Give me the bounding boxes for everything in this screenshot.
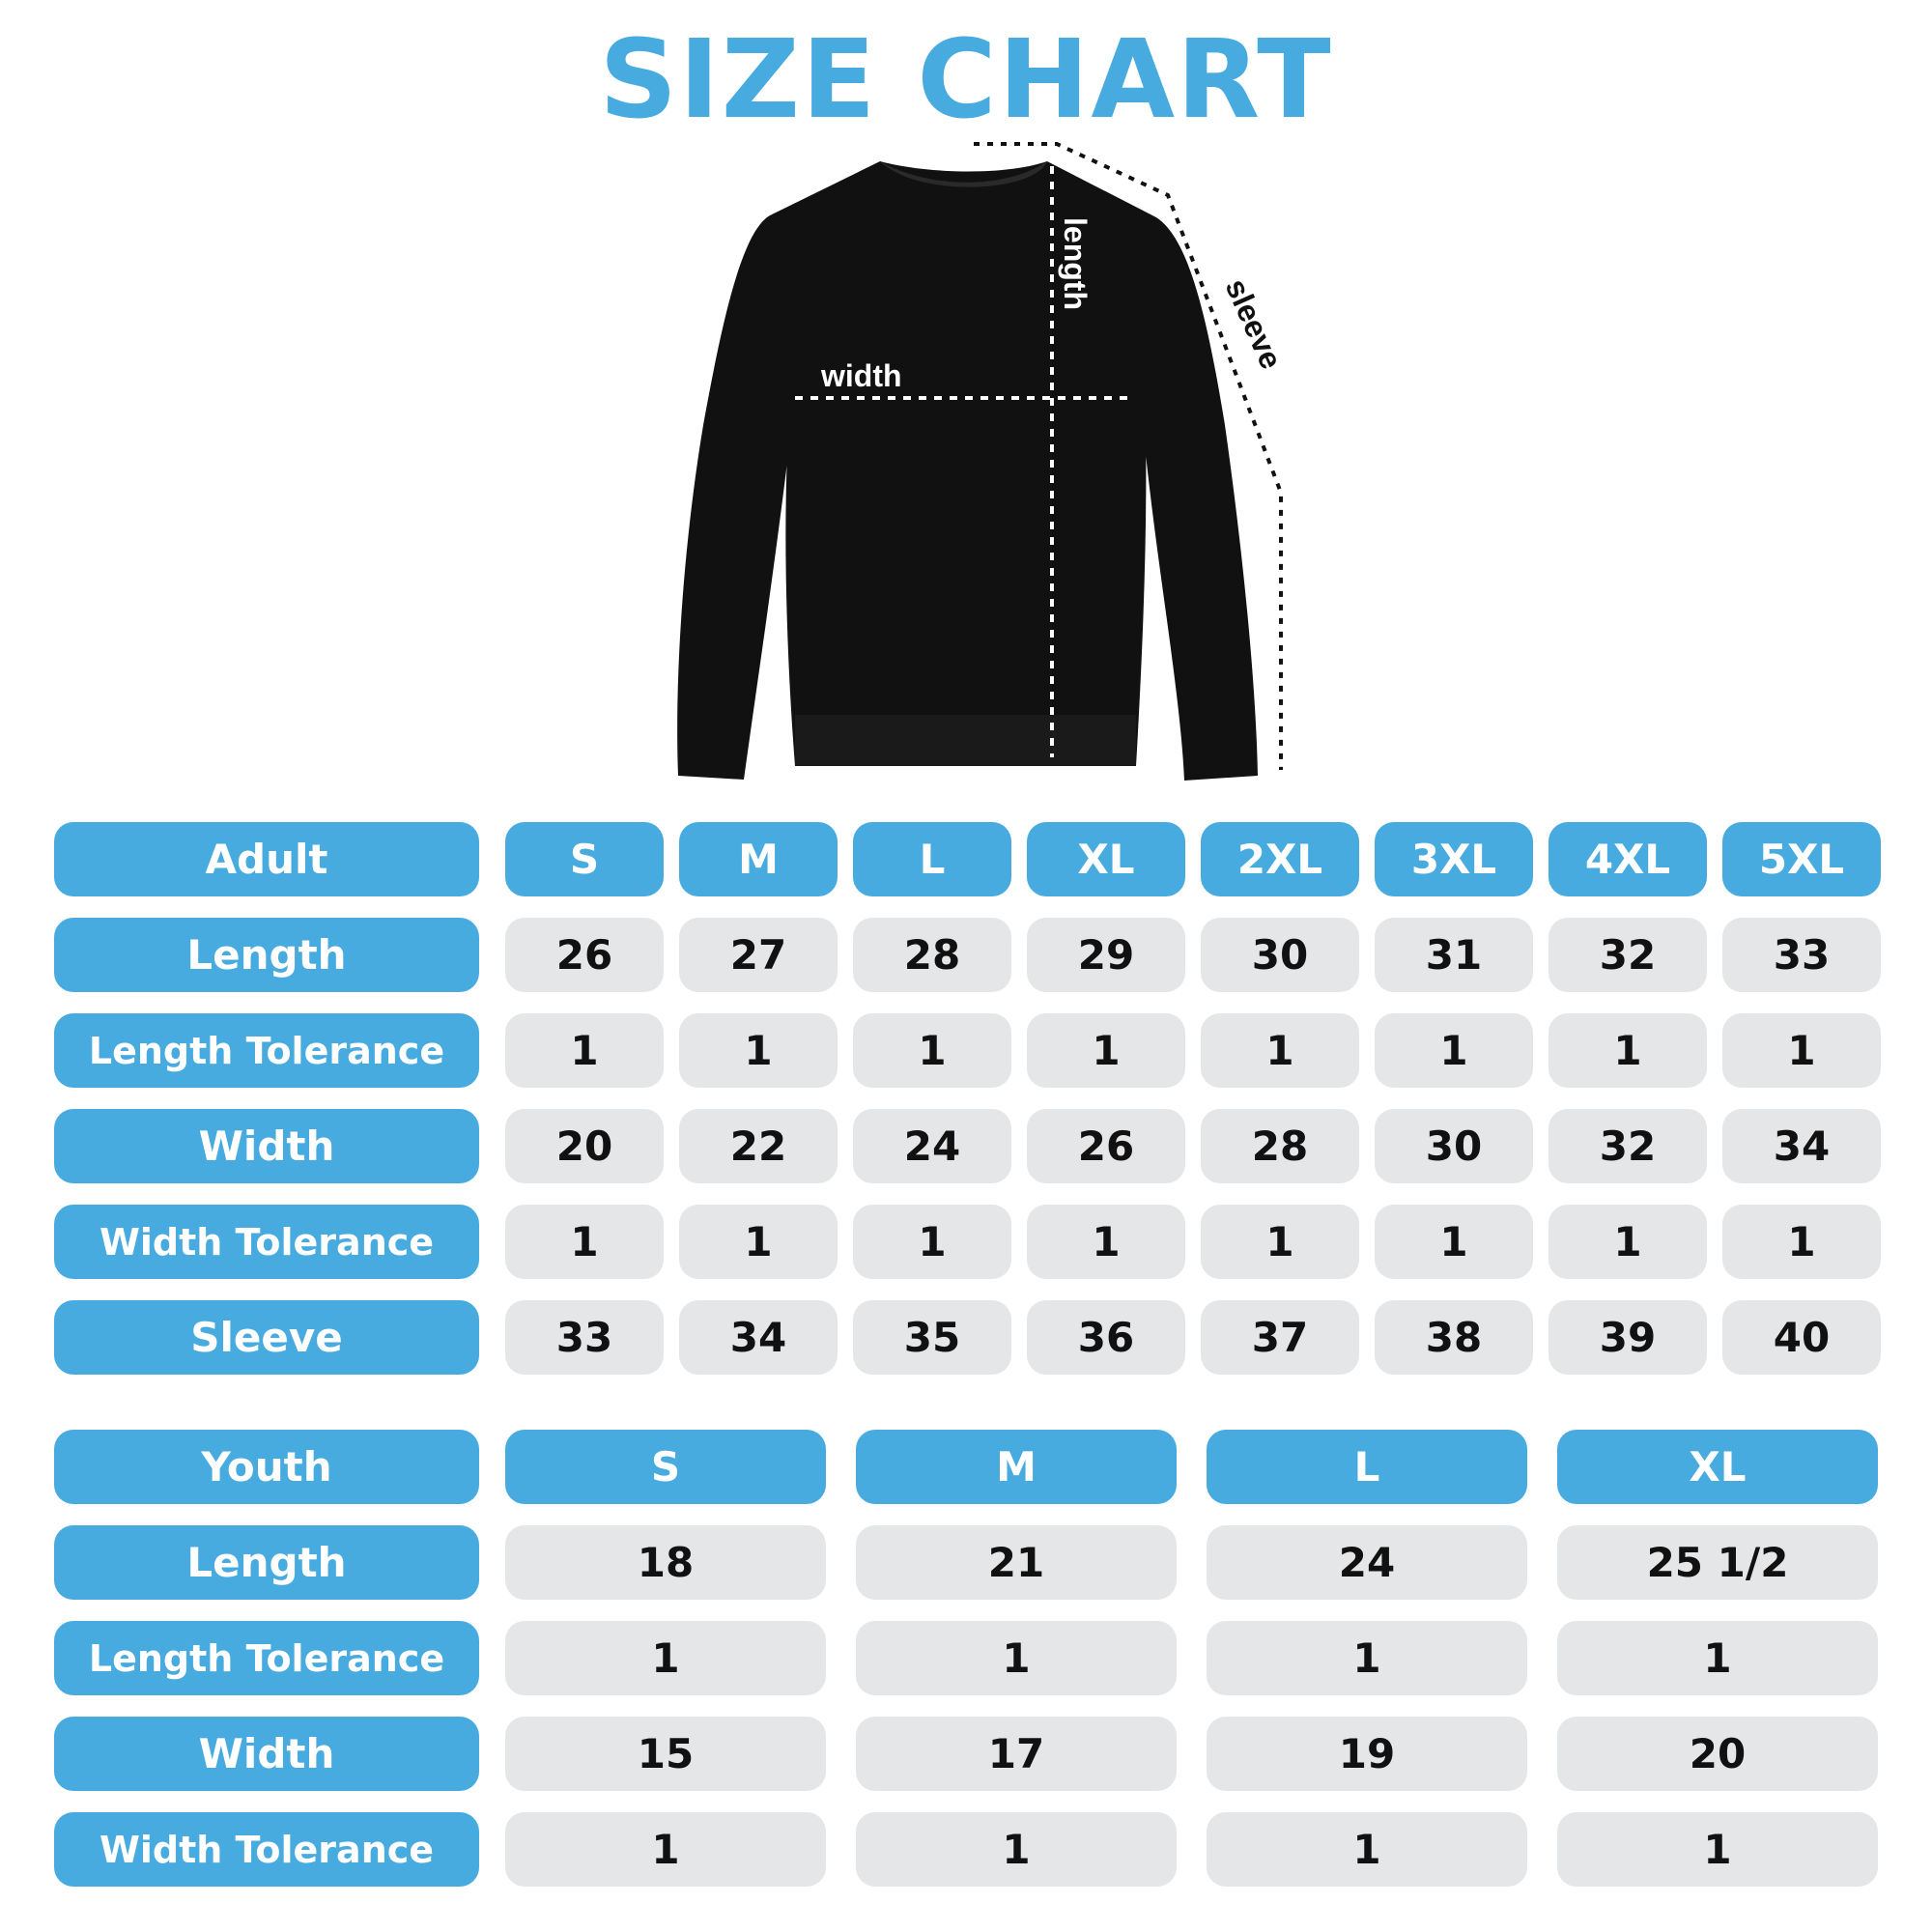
youth-size-m: M: [856, 1430, 1177, 1504]
adult-value-cell: 37: [1201, 1300, 1359, 1375]
youth-value-cell: 25 1/2: [1557, 1525, 1878, 1600]
adult-value-cell: 34: [679, 1300, 838, 1375]
youth-size-l: L: [1207, 1430, 1527, 1504]
adult-value-cell: 26: [505, 918, 664, 992]
adult-value-cell: 31: [1375, 918, 1533, 992]
adult-value-cell: 1: [679, 1013, 838, 1088]
youth-value-cell: 1: [1557, 1812, 1878, 1887]
adult-size-s: S: [505, 822, 664, 896]
sweater-diagram: length width sleeve: [677, 142, 1289, 781]
youth-value-cell: 15: [505, 1717, 826, 1791]
adult-value-cell: 1: [1722, 1205, 1881, 1279]
adult-row-label: Length: [54, 918, 479, 992]
adult-value-cell: 22: [679, 1109, 838, 1183]
adult-value-cell: 1: [1027, 1205, 1185, 1279]
youth-value-cell: 18: [505, 1525, 826, 1600]
youth-value-cell: 20: [1557, 1717, 1878, 1791]
adult-size-xl: XL: [1027, 822, 1185, 896]
sweater-image: [677, 161, 1258, 781]
youth-value-cell: 1: [856, 1621, 1177, 1695]
adult-size-m: M: [679, 822, 838, 896]
adult-value-cell: 1: [505, 1205, 664, 1279]
adult-value-cell: 1: [679, 1205, 838, 1279]
sleeve-measure-line: [974, 142, 1283, 770]
adult-value-cell: 40: [1722, 1300, 1881, 1375]
youth-row-label: Width Tolerance: [54, 1812, 479, 1887]
adult-value-cell: 35: [853, 1300, 1011, 1375]
adult-value-cell: 33: [505, 1300, 664, 1375]
adult-value-cell: 33: [1722, 918, 1881, 992]
adult-value-cell: 1: [853, 1205, 1011, 1279]
adult-value-cell: 29: [1027, 918, 1185, 992]
youth-value-cell: 1: [505, 1812, 826, 1887]
adult-value-cell: 39: [1548, 1300, 1707, 1375]
adult-row-label: Length Tolerance: [54, 1013, 479, 1088]
adult-row-label: Width Tolerance: [54, 1205, 479, 1279]
youth-value-cell: 17: [856, 1717, 1177, 1791]
youth-value-cell: 1: [505, 1621, 826, 1695]
youth-row-label: Length Tolerance: [54, 1621, 479, 1695]
adult-size-4xl: 4XL: [1548, 822, 1707, 896]
adult-value-cell: 1: [1548, 1013, 1707, 1088]
adult-value-cell: 24: [853, 1109, 1011, 1183]
youth-value-cell: 1: [1207, 1621, 1527, 1695]
youth-value-cell: 1: [1207, 1812, 1527, 1887]
adult-header-label: Adult: [54, 822, 479, 896]
youth-header-label: Youth: [54, 1430, 479, 1504]
youth-size-xl: XL: [1557, 1430, 1878, 1504]
width-label: width: [820, 358, 902, 393]
adult-size-5xl: 5XL: [1722, 822, 1881, 896]
adult-value-cell: 1: [1722, 1013, 1881, 1088]
adult-row-label: Width: [54, 1109, 479, 1183]
youth-size-s: S: [505, 1430, 826, 1504]
adult-value-cell: 28: [1201, 1109, 1359, 1183]
adult-value-cell: 34: [1722, 1109, 1881, 1183]
youth-value-cell: 24: [1207, 1525, 1527, 1600]
page-title: SIZE CHART: [599, 17, 1333, 143]
youth-value-cell: 19: [1207, 1717, 1527, 1791]
length-label: length: [1058, 217, 1093, 310]
adult-size-3xl: 3XL: [1375, 822, 1533, 896]
adult-size-2xl: 2XL: [1201, 822, 1359, 896]
adult-value-cell: 26: [1027, 1109, 1185, 1183]
adult-value-cell: 1: [1201, 1205, 1359, 1279]
adult-value-cell: 1: [1375, 1205, 1533, 1279]
adult-value-cell: 1: [1201, 1013, 1359, 1088]
youth-value-cell: 21: [856, 1525, 1177, 1600]
adult-size-l: L: [853, 822, 1011, 896]
adult-value-cell: 28: [853, 918, 1011, 992]
adult-value-cell: 36: [1027, 1300, 1185, 1375]
adult-value-cell: 32: [1548, 1109, 1707, 1183]
adult-value-cell: 30: [1375, 1109, 1533, 1183]
adult-value-cell: 1: [1548, 1205, 1707, 1279]
adult-value-cell: 38: [1375, 1300, 1533, 1375]
adult-value-cell: 27: [679, 918, 838, 992]
youth-value-cell: 1: [1557, 1621, 1878, 1695]
youth-row-label: Length: [54, 1525, 479, 1600]
adult-value-cell: 1: [505, 1013, 664, 1088]
adult-value-cell: 1: [853, 1013, 1011, 1088]
adult-value-cell: 20: [505, 1109, 664, 1183]
youth-row-label: Width: [54, 1717, 479, 1791]
adult-value-cell: 1: [1027, 1013, 1185, 1088]
adult-row-label: Sleeve: [54, 1300, 479, 1375]
adult-value-cell: 32: [1548, 918, 1707, 992]
adult-value-cell: 1: [1375, 1013, 1533, 1088]
adult-value-cell: 30: [1201, 918, 1359, 992]
youth-value-cell: 1: [856, 1812, 1177, 1887]
